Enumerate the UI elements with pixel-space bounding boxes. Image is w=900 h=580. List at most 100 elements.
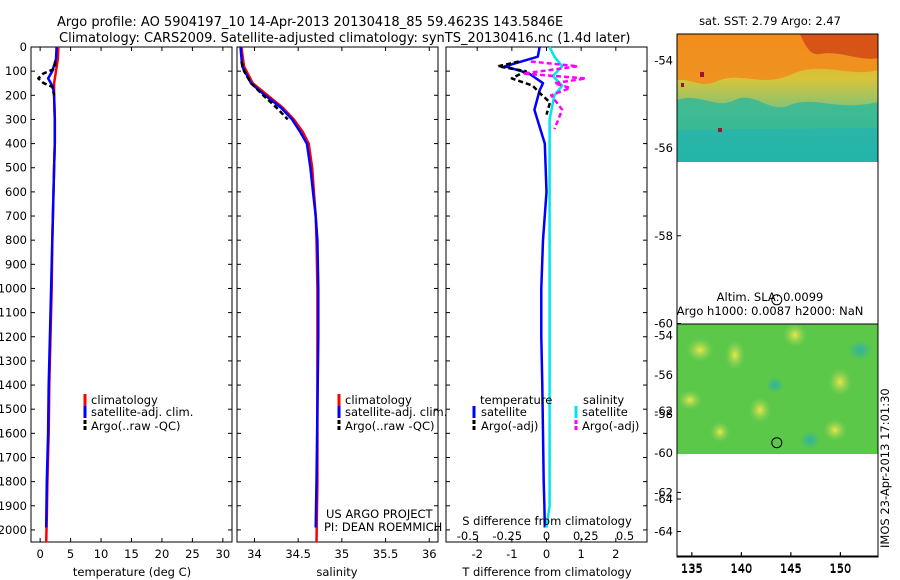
x2-tick-label: 0: [543, 529, 550, 543]
salinity-panel-frame: [236, 46, 439, 543]
depth-tick-label: 500: [5, 161, 27, 175]
depth-tick-label: 200: [5, 88, 27, 102]
legend-label-climatology: climatology: [91, 393, 158, 407]
x-tick-label: 10: [94, 547, 109, 561]
legend-label-s-satellite: satellite: [582, 405, 628, 419]
series-line-satellite-adj-clim-: [44, 46, 58, 528]
map-lat-label: -62: [654, 485, 673, 499]
map-bottom-title1: Altim. SLA: 0.0099: [717, 290, 824, 304]
series-line-climatology: [240, 46, 319, 543]
x-tick-label: 35.5: [373, 547, 399, 561]
depth-tick-label: 100: [5, 64, 27, 78]
temperature-panel-frame: [30, 46, 233, 543]
map-lon-label: 150: [829, 562, 851, 576]
temperature-xlabel: temperature (deg C): [73, 565, 191, 579]
depth-tick-label: 1600: [0, 426, 27, 440]
difference-xlabel: T difference from climatology: [461, 565, 632, 579]
salinity-xlabel: salinity: [316, 565, 357, 579]
legend-label-climatology: climatology: [345, 393, 412, 407]
depth-tick-label: 1300: [0, 354, 27, 368]
legend-label-argo: Argo(..raw -QC): [345, 419, 435, 433]
credit-line1: US ARGO PROJECT: [326, 507, 434, 521]
difference-panel-frame: [445, 46, 648, 543]
header-line1: Argo profile: AO 5904197_10 14-Apr-2013 …: [57, 15, 563, 30]
map-lat-label: -60: [654, 446, 673, 460]
series-line-satellite-adj-clim-: [239, 46, 320, 528]
legend-label-satellite: satellite-adj. clim.: [345, 405, 447, 419]
depth-tick-label: 1100: [0, 306, 27, 320]
depth-tick-label: 1000: [0, 281, 27, 295]
x-tick-label: 20: [155, 547, 170, 561]
legend-title-salinity: salinity: [583, 393, 624, 407]
map-lat-label: -54: [654, 53, 673, 67]
map-lon-label: 135: [681, 561, 703, 575]
x-tick-label: 34.5: [285, 547, 311, 561]
x-tick-label: 5: [67, 547, 74, 561]
series-line-argo-adj-: [521, 60, 588, 130]
x2-tick-label: 0.5: [616, 529, 634, 543]
map-lat-label: -58: [654, 407, 673, 421]
map-lon-label: 140: [730, 561, 752, 575]
x-tick-label: 35: [335, 547, 350, 561]
depth-tick-label: 1500: [0, 402, 27, 416]
map-lat-label: -64: [654, 525, 673, 539]
series-line-satellite: [545, 46, 564, 528]
depth-tick-label: 300: [5, 112, 27, 126]
x-tick-label: 1: [577, 547, 584, 561]
x-tick-label: 0: [36, 547, 43, 561]
x-tick-label: 36: [422, 547, 437, 561]
axes-layer: 0100200300400500600700800900100011001200…: [0, 40, 851, 576]
map-lon-label: 145: [780, 562, 802, 576]
map-bottom-frame: [676, 323, 879, 558]
legend-label-t-satellite: satellite: [481, 405, 527, 419]
argo-position-marker: [771, 437, 783, 449]
depth-tick-label: 1900: [0, 499, 27, 513]
series-layer: [37, 46, 588, 543]
x-tick-label: 15: [124, 547, 139, 561]
x-tick-label: 30: [216, 547, 231, 561]
depth-tick-label: 1400: [0, 378, 27, 392]
x-tick-label: 25: [185, 547, 200, 561]
depth-tick-label: 0: [20, 40, 27, 54]
depth-tick-label: 2000: [0, 523, 27, 537]
legend-label-satellite: satellite-adj. clim.: [91, 405, 193, 419]
argo-position-marker: [771, 294, 783, 306]
header-line2: Climatology: CARS2009. Satellite-adjuste…: [59, 31, 631, 46]
x2-tick-label: -0.25: [492, 529, 522, 543]
series-line-satellite: [503, 46, 548, 528]
depth-tick-label: 900: [5, 257, 27, 271]
series-line-argo-raw-qc-: [37, 61, 57, 96]
map-top-title: sat. SST: 2.79 Argo: 2.47: [699, 14, 841, 28]
map-lat-label: -62: [654, 404, 673, 418]
map-lat-label: -56: [654, 141, 673, 155]
legend-label-t-argo: Argo(-adj): [481, 419, 538, 433]
depth-tick-label: 400: [5, 137, 27, 151]
temperature-legend: climatology satellite-adj. clim. Argo(..…: [83, 393, 193, 433]
x-tick-label: -1: [506, 547, 517, 561]
sst-heatmap: [677, 34, 878, 162]
x2-tick-label: 0.25: [573, 529, 599, 543]
map-lat-label: -54: [654, 329, 673, 343]
legend-label-s-argo: Argo(-adj): [582, 419, 639, 433]
x2-tick-label: -0.5: [457, 529, 479, 543]
difference-legend: temperature salinity satellite Argo(-adj…: [472, 393, 639, 433]
sla-heatmap: [677, 324, 878, 454]
depth-tick-label: 800: [5, 233, 27, 247]
watermark: IMOS 23-Apr-2013 17:01:30: [878, 388, 892, 548]
salinity-legend: climatology satellite-adj. clim. Argo(..…: [337, 393, 447, 433]
x-tick-label: 34: [247, 547, 262, 561]
x-tick-label: 0: [543, 547, 550, 561]
map-lat-label: -64: [654, 492, 673, 506]
map-lon-label: 140: [730, 562, 752, 576]
map-lon-label: 135: [681, 562, 703, 576]
depth-tick-label: 1200: [0, 330, 27, 344]
depth-tick-label: 1700: [0, 450, 27, 464]
series-line-argo-adj-: [496, 60, 552, 115]
legend-title-temperature: temperature: [480, 393, 552, 407]
map-lon-label: 150: [829, 561, 851, 575]
map-top-frame: [676, 33, 879, 557]
depth-tick-label: 700: [5, 209, 27, 223]
credit-line2: PI: DEAN ROEMMICH: [324, 520, 442, 534]
map-lat-label: -60: [654, 317, 673, 331]
